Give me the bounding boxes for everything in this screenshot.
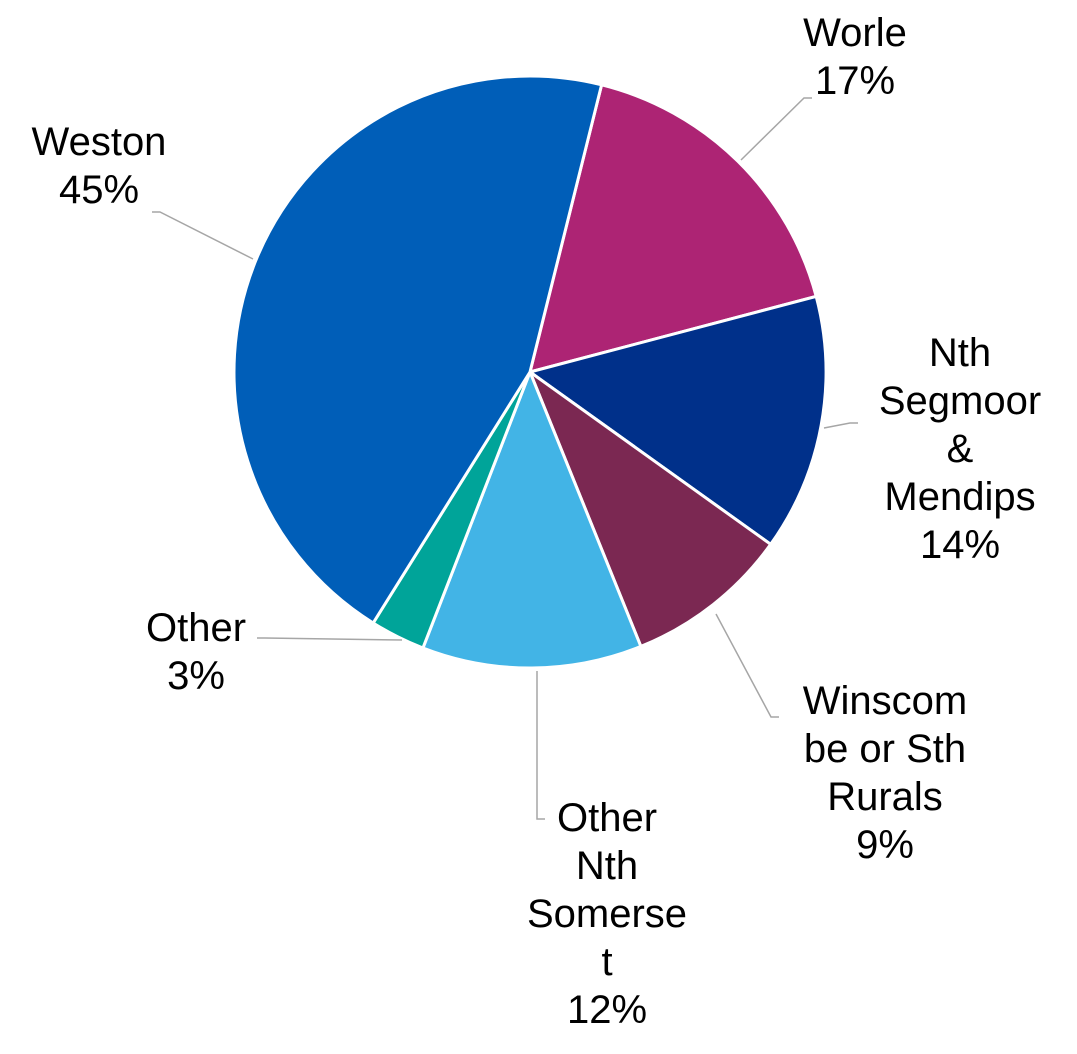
- data-label-category: Worle: [803, 11, 907, 55]
- data-label-2: Nth Segmoor & Mendips 14%: [879, 331, 1041, 567]
- data-label-category: be or Sth: [804, 727, 966, 771]
- data-label-4: Other Nth Somerse t 12%: [527, 796, 687, 1032]
- data-label-category: Weston: [32, 120, 167, 164]
- data-label-3: Winscom be or Sth Rurals 9%: [803, 679, 967, 867]
- data-label-percent: 3%: [167, 654, 225, 698]
- data-label-category: &: [947, 427, 974, 471]
- leader-line-1: [741, 98, 812, 160]
- data-label-percent: 14%: [920, 523, 1000, 567]
- data-label-category: Nth: [929, 331, 991, 375]
- data-label-category: Somerse: [527, 892, 687, 936]
- data-label-category: Nth: [576, 844, 638, 888]
- data-label-category: t: [601, 940, 612, 984]
- leader-line-6: [152, 212, 253, 259]
- data-label-category: Other: [557, 796, 657, 840]
- data-label-category: Winscom: [803, 679, 967, 723]
- data-label-category: Other: [146, 606, 246, 650]
- leader-line-2: [824, 423, 858, 428]
- data-label-percent: 9%: [856, 823, 914, 867]
- pie-slices: [234, 76, 826, 668]
- data-label-percent: 17%: [815, 59, 895, 103]
- data-label-5: Other 3%: [146, 606, 246, 698]
- leader-line-4: [537, 671, 545, 819]
- leader-line-3: [716, 614, 779, 717]
- data-label-percent: 12%: [567, 988, 647, 1032]
- data-label-1: Worle 17%: [803, 11, 907, 103]
- leader-line-5: [257, 638, 402, 640]
- data-label-percent: 45%: [59, 168, 139, 212]
- data-label-category: Segmoor: [879, 379, 1041, 423]
- data-label-category: Mendips: [884, 475, 1035, 519]
- data-label-6: Weston 45%: [32, 120, 167, 212]
- data-label-category: Rurals: [827, 775, 943, 819]
